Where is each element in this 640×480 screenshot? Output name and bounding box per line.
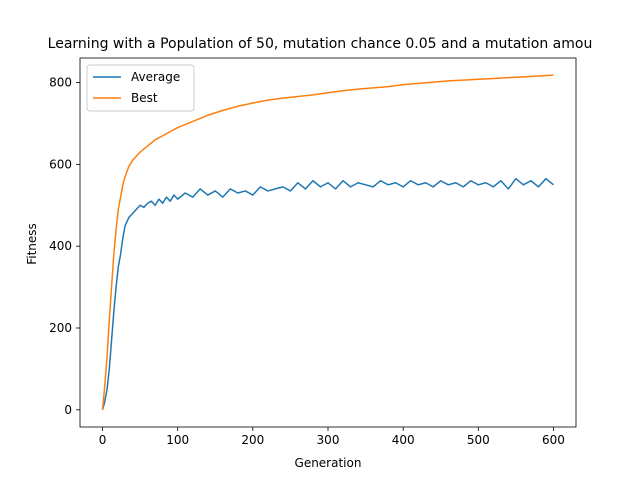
x-axis-label: Generation [295, 456, 362, 470]
x-tick-label: 100 [166, 433, 189, 447]
x-tick-label: 200 [241, 433, 264, 447]
x-tick-label: 0 [99, 433, 107, 447]
series-layer [101, 74, 554, 411]
y-tick-label: 0 [64, 403, 72, 417]
x-tick-label: 500 [467, 433, 490, 447]
legend-label-average: Average [131, 70, 180, 84]
y-axis: 0 200 400 600 800 [49, 76, 80, 417]
y-tick-label: 600 [49, 157, 72, 171]
y-axis-label: Fitness [25, 223, 39, 265]
chart-title: Learning with a Population of 50, mutati… [48, 36, 593, 52]
x-tick-label: 400 [392, 433, 415, 447]
y-tick-label: 400 [49, 239, 72, 253]
x-axis: 0 100 200 300 400 500 600 [99, 427, 565, 447]
x-tick-label: 600 [542, 433, 565, 447]
y-tick-label: 800 [49, 76, 72, 90]
y-tick-label: 200 [49, 321, 72, 335]
x-tick-label: 300 [317, 433, 340, 447]
legend[interactable]: Average Best [86, 64, 195, 112]
series-line-average [101, 177, 554, 411]
legend-label-best: Best [131, 91, 158, 105]
series-line-best [101, 74, 554, 410]
